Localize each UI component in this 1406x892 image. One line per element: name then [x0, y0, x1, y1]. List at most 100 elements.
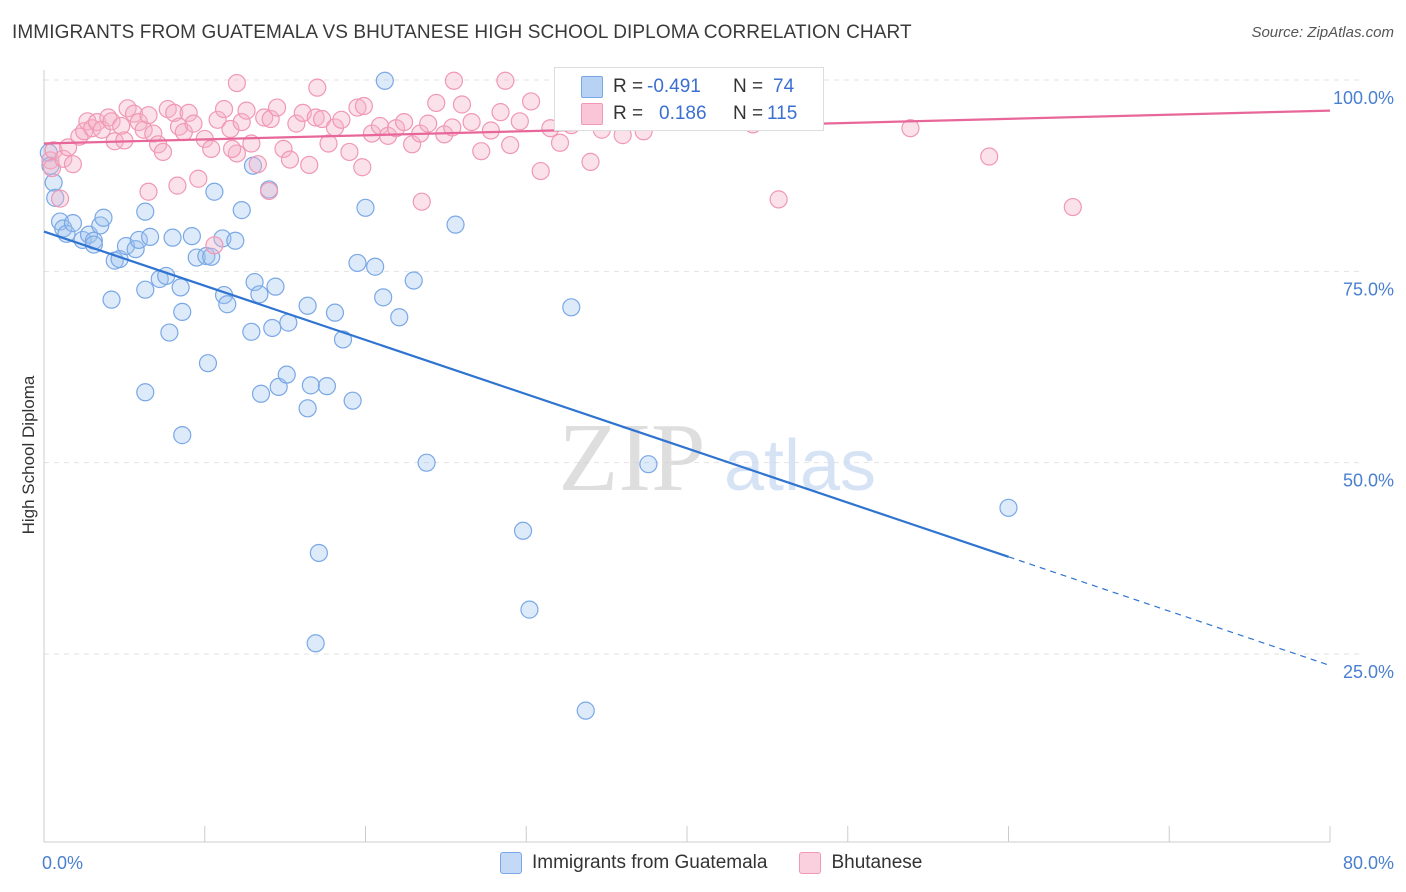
data-point: [277, 365, 296, 384]
source-credit: Source: ZipAtlas.com: [1251, 24, 1394, 41]
data-point: [510, 112, 529, 131]
data-point: [491, 103, 510, 122]
data-point: [144, 124, 163, 143]
data-point: [520, 600, 539, 619]
data-point: [134, 120, 153, 139]
data-point: [581, 152, 600, 171]
trend-line: [43, 230, 1009, 558]
data-point: [300, 155, 319, 175]
watermark-zip: ZIP: [559, 404, 706, 512]
data-point: [205, 236, 224, 255]
data-point: [139, 182, 158, 201]
data-point: [46, 188, 65, 207]
legend-label-bhutanese: Bhutanese: [831, 852, 923, 873]
stats-r-label: R =: [613, 76, 644, 97]
data-point: [550, 133, 570, 152]
data-point: [419, 114, 438, 133]
data-point: [112, 116, 131, 136]
series-guatemala-points: [39, 71, 1018, 720]
data-point: [319, 134, 338, 153]
legend-swatch-bhutanese: [799, 852, 822, 874]
data-point: [576, 701, 595, 720]
axes: [43, 70, 1331, 843]
data-point: [173, 302, 192, 321]
data-point: [63, 214, 83, 233]
data-point: [501, 135, 520, 155]
data-point: [173, 426, 192, 445]
data-point: [309, 543, 328, 563]
data-point: [261, 109, 280, 129]
data-point: [44, 173, 63, 192]
y-tick-label: 75.0%: [1343, 279, 1394, 299]
data-point: [427, 93, 446, 113]
gridlines: [44, 79, 1364, 655]
data-point: [250, 285, 269, 304]
data-point: [202, 139, 221, 158]
data-point: [356, 198, 375, 217]
data-point: [301, 376, 320, 395]
data-point: [521, 92, 541, 111]
stats-swatch-guatemala: [581, 76, 603, 98]
data-point: [227, 73, 246, 93]
data-point: [374, 288, 393, 307]
data-point: [980, 147, 999, 166]
data-point: [343, 391, 362, 410]
data-point: [462, 112, 481, 132]
legend: Immigrants from Guatemala Bhutanese: [500, 852, 954, 874]
data-point: [348, 253, 367, 273]
legend-swatch-guatemala: [500, 852, 522, 874]
stats-n-value: 115: [767, 103, 798, 124]
data-point: [353, 158, 372, 177]
stats-n-label: N =: [733, 103, 764, 124]
data-point: [218, 295, 237, 314]
data-point: [298, 296, 317, 315]
data-point: [251, 384, 271, 403]
data-point: [248, 155, 267, 174]
stats-r-value: -0.491: [647, 76, 701, 97]
data-point: [390, 308, 409, 327]
data-point: [198, 354, 218, 373]
data-point: [182, 227, 201, 246]
data-point: [153, 142, 173, 162]
series-bhutanese-points: [41, 71, 1082, 255]
data-point: [444, 71, 464, 90]
data-point: [214, 99, 234, 119]
tick-labels: 25.0% 50.0% 75.0% 100.0% 0.0% 80.0%: [42, 88, 1394, 873]
legend-label-guatemala: Immigrants from Guatemala: [532, 852, 768, 873]
data-point: [255, 108, 274, 127]
data-point: [208, 110, 227, 129]
legend-item-bhutanese[interactable]: Bhutanese: [799, 852, 922, 874]
data-point: [267, 98, 287, 117]
y-axis-label: High School Diploma: [19, 375, 38, 534]
data-point: [280, 150, 300, 169]
data-point: [165, 103, 184, 123]
data-point: [333, 330, 353, 349]
data-point: [446, 215, 465, 234]
data-point: [472, 142, 491, 161]
data-point: [298, 399, 317, 418]
data-point: [136, 383, 155, 402]
data-point: [124, 104, 144, 123]
data-point: [417, 453, 436, 472]
data-point: [70, 127, 89, 146]
data-point: [481, 121, 500, 140]
data-point: [306, 108, 325, 127]
data-point: [354, 96, 373, 116]
data-point: [263, 318, 282, 338]
data-point: [332, 110, 351, 129]
data-point: [136, 202, 155, 221]
legend-item-guatemala[interactable]: Immigrants from Guatemala: [500, 852, 767, 874]
trend-line-extension: [1008, 556, 1331, 667]
data-point: [168, 176, 187, 195]
data-point: [205, 182, 224, 201]
data-point: [169, 117, 189, 136]
stats-swatch-bhutanese: [581, 103, 603, 125]
x-tick-label: 80.0%: [1343, 853, 1394, 873]
data-point: [136, 280, 155, 299]
data-point: [129, 230, 148, 250]
stats-n-label: N =: [733, 76, 764, 97]
data-point: [160, 323, 179, 342]
data-point: [496, 71, 515, 90]
y-tick-label: 25.0%: [1343, 662, 1394, 682]
